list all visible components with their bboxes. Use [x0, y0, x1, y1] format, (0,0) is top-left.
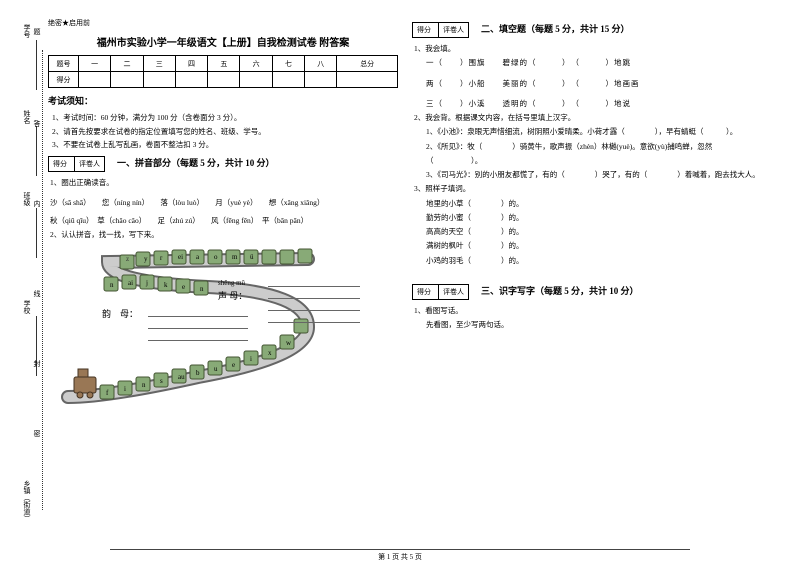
margin-label: 学号 [22, 24, 32, 38]
margin-label: 学校 [22, 300, 32, 314]
q2: 2、认认拼音，找一找，写下来。 [50, 228, 398, 242]
r-q3-row: 勤劳的小蜜（ ）的。 [426, 211, 762, 225]
th: 六 [240, 56, 272, 72]
svg-text:e: e [182, 283, 185, 291]
page-footer: 第 1 页 共 5 页 [0, 549, 800, 562]
inner-label: 密 [32, 430, 42, 437]
inner-label: 内 [32, 200, 42, 207]
r-q2-row: 3、《司马光》：别的小朋友都慌了，有的（ ）哭了，有的（ ）着喊着，跑去找大人。 [426, 168, 762, 182]
score-box: 得分 评卷人 [48, 156, 105, 172]
rule: 3、不要在试卷上乱写乱画，卷面不整洁扣 3 分。 [52, 138, 398, 152]
r-s3-q1-sub: 先看图，至少写两句话。 [426, 318, 762, 332]
score-box: 得分 评卷人 [412, 22, 469, 38]
left-column: 绝密★启用前 福州市实验小学一年级语文【上册】自我检测试卷 附答案 题号 一 二… [48, 18, 398, 412]
svg-text:ei: ei [178, 253, 183, 261]
grader-cell: 评卷人 [75, 157, 104, 171]
r-q2-row: 2、《所见》：牧（ ）骑黄牛，歌声振（zhèn）林樾(yuè)。意欲(yù)捕鸣… [426, 140, 762, 169]
inner-label: 线 [32, 290, 42, 297]
r-q3: 3、照样子填词。 [414, 182, 762, 196]
svg-text:n: n [200, 285, 204, 293]
secret-label: 绝密★启用前 [48, 18, 398, 28]
r-q1-row: 三（ ）小溪 透明的（ ） （ ）地说 [426, 97, 762, 111]
margin-line [36, 208, 37, 258]
svg-text:o: o [214, 253, 218, 261]
th: 题号 [49, 56, 79, 72]
margin-label: 乡镇（街道） [22, 480, 32, 522]
yunmu-label: 韵 母： [100, 307, 140, 320]
r-q2: 2、我会背。根据课文内容，在括号里填上汉字。 [414, 111, 762, 125]
svg-text:n: n [142, 381, 146, 389]
q1-row: 沙（sā shā） 您（níng nín） 落（lòu luò） 月（yuè y… [50, 196, 398, 210]
write-lines [148, 305, 248, 341]
r-q2-row: 1、《小池》：泉眼无声惜细流，树阴照小爱晴柔。小荷才露（ ），早有蜻蜓（ ）。 [426, 125, 762, 139]
rule: 1、考试时间：60 分钟，满分为 100 分（含卷面分 3 分）。 [52, 111, 398, 125]
binding-margin: 学号 姓名 班级 学校 乡镇（街道） 题 答 内 线 封 密 [0, 0, 46, 545]
dotted-fold-line [42, 50, 43, 510]
shengmu-label: 声 母： [218, 289, 247, 302]
q1-row: 秋（qiū qīu） 草（chǎo cǎo） 足（zhú zú） 风（fēng … [50, 214, 398, 228]
score-cell: 得分 [413, 23, 439, 37]
section-1-title: 一、拼音部分（每题 5 分，共计 10 分） [117, 156, 275, 169]
th: 七 [272, 56, 304, 72]
pinyin-train-figure: zy rei ao mü nai jk en wx ie ub aus ni f… [48, 247, 368, 412]
score-box: 得分 评卷人 [412, 284, 469, 300]
th: 八 [305, 56, 337, 72]
svg-text:u: u [214, 365, 218, 373]
svg-text:x: x [268, 349, 272, 357]
svg-text:z: z [126, 255, 129, 263]
r-q3-row: 满树的枫叶（ ）的。 [426, 239, 762, 253]
svg-text:ai: ai [128, 279, 133, 287]
r-q3-row: 高高的天空（ ）的。 [426, 225, 762, 239]
exam-notice-head: 考试须知： [48, 94, 398, 107]
page-number: 第 1 页 共 5 页 [378, 553, 422, 561]
svg-text:b: b [196, 369, 200, 377]
svg-text:i: i [250, 355, 252, 363]
th: 三 [143, 56, 175, 72]
rule: 2、请首先按要求在试卷的指定位置填写您的姓名、班级、学号。 [52, 125, 398, 139]
margin-label: 姓名 [22, 110, 32, 124]
margin-label: 班级 [22, 192, 32, 206]
r-s3-q1: 1、看图写话。 [414, 304, 762, 318]
th: 二 [111, 56, 143, 72]
r-q3-row: 小鸡的羽毛（ ）的。 [426, 254, 762, 268]
q1: 1、圈出正确读音。 [50, 176, 398, 190]
r-q1: 1、我会填。 [414, 42, 762, 56]
margin-line [36, 126, 37, 176]
r-q1-row: 两（ ）小船 美丽的（ ） （ ）地画画 [426, 77, 762, 91]
svg-text:ü: ü [250, 253, 254, 261]
svg-text:s: s [160, 377, 163, 385]
svg-text:n: n [110, 281, 114, 289]
section-3-title: 三、识字写字（每题 5 分，共计 10 分） [481, 284, 639, 297]
svg-text:e: e [232, 361, 235, 369]
score-cell: 得分 [413, 285, 439, 299]
svg-text:y: y [144, 255, 148, 263]
th: 五 [208, 56, 240, 72]
section-2-title: 二、填空题（每题 5 分，共计 15 分） [481, 22, 630, 35]
svg-text:j: j [145, 279, 148, 287]
th: 一 [79, 56, 111, 72]
td: 得分 [49, 72, 79, 88]
svg-text:au: au [178, 373, 185, 381]
th: 四 [175, 56, 207, 72]
grader-cell: 评卷人 [439, 23, 468, 37]
score-cell: 得分 [49, 157, 75, 171]
shengmu-pinyin: shēng mǔ [218, 279, 245, 287]
score-table: 题号 一 二 三 四 五 六 七 八 总分 得分 [48, 55, 398, 88]
margin-line [36, 316, 37, 376]
svg-text:k: k [164, 281, 168, 289]
exam-title: 福州市实验小学一年级语文【上册】自我检测试卷 附答案 [48, 34, 398, 49]
margin-line [36, 40, 37, 90]
right-column: 得分 评卷人 二、填空题（每题 5 分，共计 15 分） 1、我会填。 一（ ）… [412, 18, 762, 412]
inner-label: 封 [32, 360, 42, 367]
grader-cell: 评卷人 [439, 285, 468, 299]
write-lines [268, 275, 360, 323]
r-q3-row: 地里的小草（ ）的。 [426, 197, 762, 211]
th: 总分 [337, 56, 398, 72]
inner-label: 答 [32, 120, 42, 127]
svg-text:i: i [124, 385, 126, 393]
r-q1-row: 一（ ）围旗 碧绿的（ ） （ ）地跳 [426, 56, 762, 70]
inner-label: 题 [32, 28, 42, 35]
svg-text:m: m [232, 253, 238, 261]
